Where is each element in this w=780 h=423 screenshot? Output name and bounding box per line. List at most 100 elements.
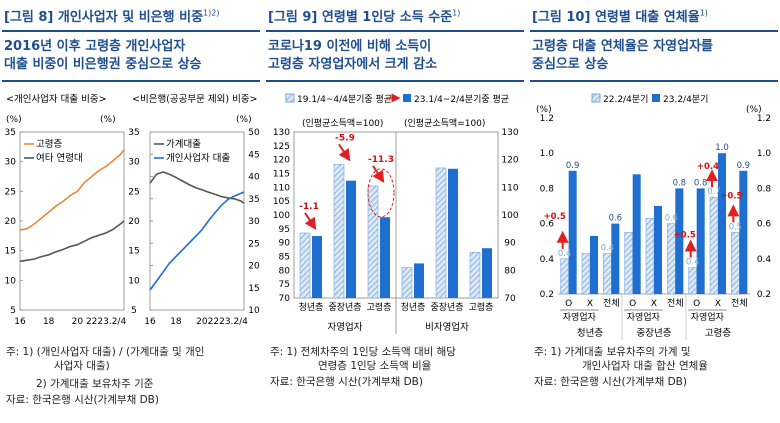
note-line: 2) 가계대출 보유차주 기준 — [36, 378, 154, 390]
x-tick-label: 18 — [43, 317, 55, 327]
data-label: 0.8 — [694, 178, 708, 188]
y-tick-label-left: 130 — [273, 128, 290, 138]
x-tick-label: X — [651, 299, 657, 309]
x-tick-label: 2223.2/4 — [86, 317, 127, 327]
y-tick-label-left: 30 — [5, 158, 17, 168]
note-line: 사업자 대출) — [54, 360, 110, 372]
x-tick-label: 20 — [196, 317, 208, 327]
highlight-circle — [367, 168, 395, 218]
x-tick-label: 고령층 — [469, 301, 494, 313]
y-tick-label-right: 1.0 — [757, 149, 772, 159]
bar-23-q2 — [568, 170, 577, 294]
bar-19-avg — [333, 164, 345, 299]
y-tick-label-right: 0.2 — [757, 290, 771, 300]
change-annotation: +0.5 — [674, 231, 696, 241]
change-annotation: +0.5 — [544, 212, 566, 222]
y-tick-label-left: 75 — [279, 280, 290, 290]
figure-10-panel: [그림 10] 연령별 대출 연체율1) 고령층 대출 연체율은 자영업자를 중… — [528, 0, 780, 423]
y-tick-label-left: 115 — [273, 170, 290, 180]
x-tick-label: 고령층 — [367, 301, 392, 313]
y-tick-label-right: 10 — [248, 306, 260, 316]
y-tick-label-left: 125 — [273, 142, 290, 152]
bar-22-q2 — [645, 218, 655, 295]
bar-22-q2 — [667, 223, 676, 295]
subgroup-label: 자영업자 — [691, 312, 725, 323]
x-tick-label: 중장년층 — [430, 302, 463, 313]
figure-title: [그림 9] 연령별 1인당 소득 수준1) — [268, 8, 461, 25]
axis-unit-label: (인평균소득액=100) — [404, 117, 485, 129]
y-tick-label-left: 1.2 — [540, 114, 554, 124]
y-tick-label-right: 20 — [128, 217, 140, 227]
y-tick-label-right: 50 — [248, 128, 260, 138]
y-tick-label-right: 10 — [128, 276, 140, 286]
data-label: 0.5 — [729, 222, 743, 232]
group-label: 고령층 — [705, 327, 731, 339]
x-tick-label: 전체 — [731, 298, 748, 309]
bar-19-avg — [435, 167, 447, 299]
legend-label: 23.1/4~2/4분기중 평균 — [414, 94, 509, 105]
x-tick-label: 청년층 — [299, 302, 324, 313]
bar-22-q2 — [624, 232, 633, 295]
data-label: 0.4 — [558, 249, 572, 259]
y-tick-label-left: 105 — [273, 197, 290, 207]
bar-19-avg — [299, 232, 311, 299]
y-tick-label-right: 130 — [501, 128, 518, 138]
data-label: 0.6 — [665, 214, 679, 224]
y-tick-label-left: 0.4 — [540, 255, 555, 265]
unit-label: (%) — [100, 115, 116, 125]
x-tick-label: 16 — [14, 317, 26, 327]
chart-figure-10: 22.2/4분기 23.2/4분기(%) (%)0.2 0.20.4 0.40.6 0.6… — [536, 93, 772, 340]
y-tick-label-right: 35 — [128, 128, 139, 138]
note-line: 연령층 1인당 소득액 비율 — [318, 360, 432, 372]
data-label: 0.9 — [566, 161, 580, 171]
change-arrow — [372, 165, 385, 183]
axis-unit-label: (인평균소득액=100) — [302, 117, 383, 129]
x-tick-label: 청년층 — [401, 302, 426, 313]
y-tick-label-left: 1.0 — [540, 149, 555, 159]
group-label: 자영업자 — [328, 321, 363, 333]
figure-subtitle: 코로나19 이전에 비해 소득이 고령층 자영업자에서 크게 감소 — [268, 39, 438, 72]
unit-label: (%) — [536, 105, 552, 115]
y-tick-label-left: 110 — [273, 183, 290, 193]
bar-19-avg — [469, 252, 481, 299]
bar-23-q2 — [590, 235, 598, 294]
bar-23-avg — [346, 180, 356, 298]
title-rule — [266, 30, 524, 32]
legend-swatch — [403, 94, 411, 102]
y-tick-label-right: 30 — [248, 217, 260, 227]
y-tick-label-left: 35 — [5, 128, 16, 138]
y-tick-label-right: 30 — [128, 158, 140, 168]
y-tick-label-right: 110 — [501, 183, 518, 193]
subtitle-rule — [266, 80, 524, 82]
change-annotation: +0.5 — [720, 191, 742, 201]
series-line — [149, 191, 245, 291]
title-rule — [2, 30, 260, 32]
note-line: 주: 1) 가계대출 보유차주의 가계 및 — [534, 346, 691, 358]
y-tick-label-left: 120 — [273, 156, 290, 166]
bar-22-q2 — [688, 267, 697, 295]
x-tick-label: 중장년층 — [328, 302, 361, 313]
figure-title: [그림 8] 개인사업자 및 비은행 비중1)2) — [4, 8, 220, 25]
bar-22-q2 — [560, 258, 569, 295]
legend-swatch — [652, 94, 660, 102]
y-tick-label-right: 100 — [501, 211, 518, 221]
x-tick-label: O — [565, 299, 572, 309]
y-tick-label-right: 40 — [248, 173, 260, 183]
change-annotation: -1.1 — [299, 202, 319, 212]
y-tick-label-left: 5 — [10, 306, 16, 316]
bar-22-q2 — [581, 253, 591, 295]
bar-22-q2 — [603, 253, 612, 295]
bar-23-avg — [380, 217, 390, 298]
y-tick-label-left: 0.8 — [540, 184, 555, 194]
source-line: 자료: 한국은행 시산(가계부채 DB) — [534, 376, 687, 388]
subgroup-label: 자영업자 — [563, 312, 597, 323]
y-tick-label-left: 20 — [5, 217, 17, 227]
chart-subtitle: <비은행(공공부문 제외) 비중> — [132, 93, 258, 105]
data-label: 0.4 — [686, 258, 700, 268]
y-tick-label-right: 0.4 — [757, 255, 772, 265]
bar-23-q2 — [718, 153, 726, 294]
change-arrow — [338, 143, 351, 162]
x-tick-label: 전체 — [667, 298, 684, 309]
y-tick-label-left: 0.6 — [540, 220, 555, 230]
y-tick-label-right: 15 — [128, 247, 139, 257]
